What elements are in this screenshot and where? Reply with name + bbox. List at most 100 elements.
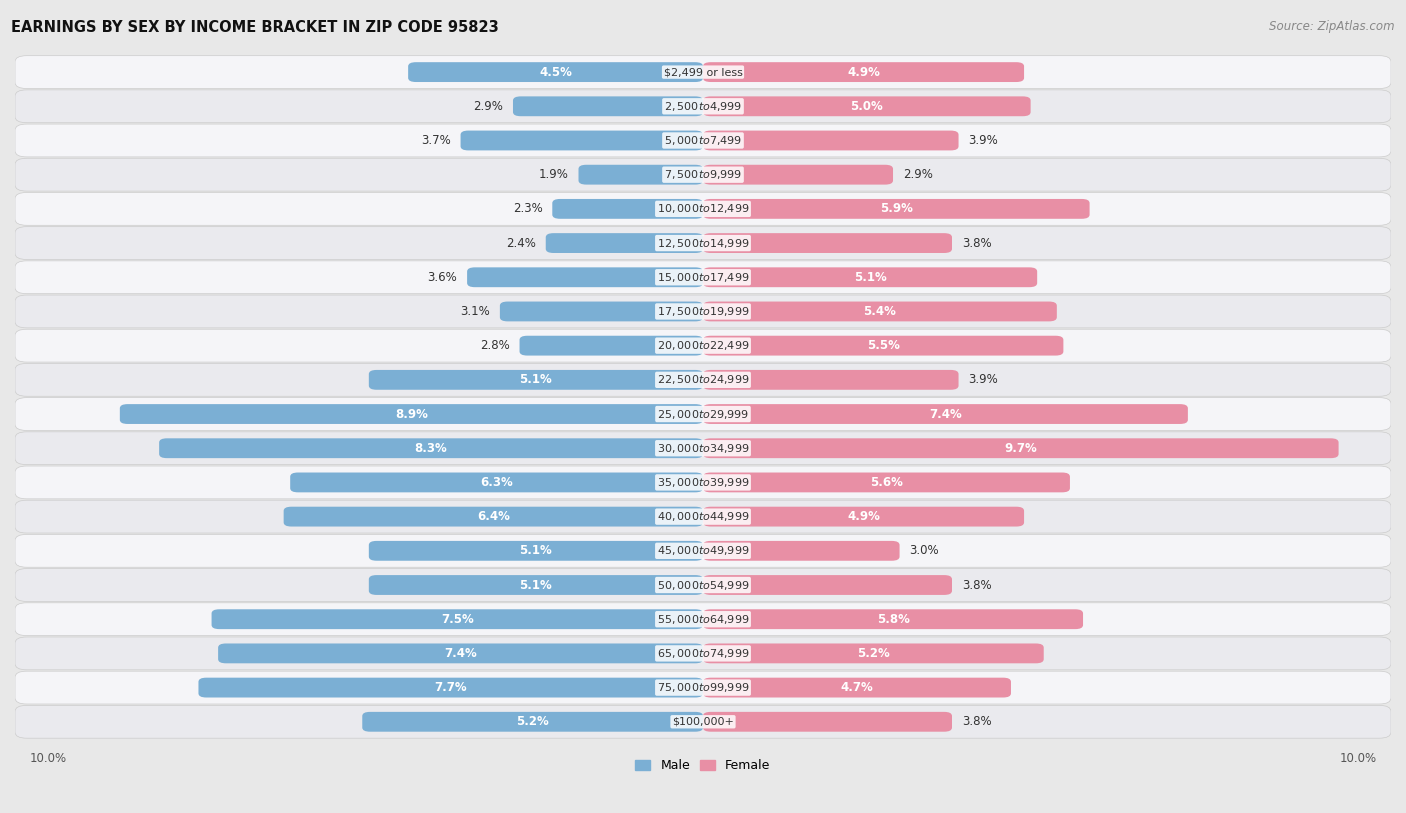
FancyBboxPatch shape [703,404,1188,424]
Text: 4.5%: 4.5% [538,66,572,79]
FancyBboxPatch shape [368,370,703,389]
FancyBboxPatch shape [703,131,959,150]
Text: $2,500 to $4,999: $2,500 to $4,999 [664,100,742,113]
FancyBboxPatch shape [368,541,703,561]
Text: 2.8%: 2.8% [479,339,510,352]
Text: 5.0%: 5.0% [851,100,883,113]
Text: 3.7%: 3.7% [420,134,451,147]
Text: $30,000 to $34,999: $30,000 to $34,999 [657,441,749,454]
FancyBboxPatch shape [520,336,703,355]
Text: 2.3%: 2.3% [513,202,543,215]
Text: 3.6%: 3.6% [427,271,457,284]
Text: 5.5%: 5.5% [866,339,900,352]
Text: $12,500 to $14,999: $12,500 to $14,999 [657,237,749,250]
Text: $20,000 to $22,499: $20,000 to $22,499 [657,339,749,352]
Text: 8.3%: 8.3% [415,441,447,454]
FancyBboxPatch shape [159,438,703,459]
Text: Source: ZipAtlas.com: Source: ZipAtlas.com [1270,20,1395,33]
Text: 5.1%: 5.1% [853,271,886,284]
Text: 3.9%: 3.9% [969,134,998,147]
Text: $55,000 to $64,999: $55,000 to $64,999 [657,613,749,626]
Text: $15,000 to $17,499: $15,000 to $17,499 [657,271,749,284]
Text: 3.8%: 3.8% [962,237,991,250]
Text: 4.9%: 4.9% [846,66,880,79]
FancyBboxPatch shape [15,432,1391,465]
FancyBboxPatch shape [501,302,703,321]
FancyBboxPatch shape [15,534,1391,567]
FancyBboxPatch shape [218,643,703,663]
FancyBboxPatch shape [703,97,1031,116]
Text: 8.9%: 8.9% [395,407,427,420]
Text: EARNINGS BY SEX BY INCOME BRACKET IN ZIP CODE 95823: EARNINGS BY SEX BY INCOME BRACKET IN ZIP… [11,20,499,35]
FancyBboxPatch shape [553,199,703,219]
FancyBboxPatch shape [578,165,703,185]
FancyBboxPatch shape [15,159,1391,191]
Text: 5.1%: 5.1% [520,545,553,558]
FancyBboxPatch shape [703,438,1339,459]
Text: $65,000 to $74,999: $65,000 to $74,999 [657,647,749,660]
Text: $2,499 or less: $2,499 or less [664,67,742,77]
Text: 2.9%: 2.9% [474,100,503,113]
FancyBboxPatch shape [15,261,1391,293]
Text: 4.7%: 4.7% [841,681,873,694]
FancyBboxPatch shape [703,609,1083,629]
FancyBboxPatch shape [284,506,703,527]
Text: $35,000 to $39,999: $35,000 to $39,999 [657,476,749,489]
Text: 5.2%: 5.2% [516,715,548,728]
FancyBboxPatch shape [15,295,1391,328]
Text: 5.4%: 5.4% [863,305,897,318]
FancyBboxPatch shape [703,62,1024,82]
FancyBboxPatch shape [703,678,1011,698]
Legend: Male, Female: Male, Female [630,754,776,777]
Text: $10,000 to $12,499: $10,000 to $12,499 [657,202,749,215]
FancyBboxPatch shape [408,62,703,82]
FancyBboxPatch shape [15,90,1391,123]
Text: 5.9%: 5.9% [880,202,912,215]
Text: 3.8%: 3.8% [962,579,991,592]
Text: 2.9%: 2.9% [903,168,932,181]
Text: 7.5%: 7.5% [441,613,474,626]
FancyBboxPatch shape [15,193,1391,225]
FancyBboxPatch shape [513,97,703,116]
FancyBboxPatch shape [703,267,1038,287]
FancyBboxPatch shape [703,541,900,561]
Text: 7.7%: 7.7% [434,681,467,694]
Text: 5.1%: 5.1% [520,579,553,592]
Text: $22,500 to $24,999: $22,500 to $24,999 [657,373,749,386]
Text: 2.4%: 2.4% [506,237,536,250]
Text: 6.4%: 6.4% [477,510,510,523]
FancyBboxPatch shape [198,678,703,698]
FancyBboxPatch shape [703,575,952,595]
Text: 6.3%: 6.3% [481,476,513,489]
Text: $75,000 to $99,999: $75,000 to $99,999 [657,681,749,694]
FancyBboxPatch shape [15,329,1391,362]
Text: 7.4%: 7.4% [929,407,962,420]
FancyBboxPatch shape [15,227,1391,259]
FancyBboxPatch shape [15,124,1391,157]
FancyBboxPatch shape [368,575,703,595]
FancyBboxPatch shape [703,472,1070,493]
FancyBboxPatch shape [703,506,1024,527]
Text: $25,000 to $29,999: $25,000 to $29,999 [657,407,749,420]
FancyBboxPatch shape [15,568,1391,602]
Text: $7,500 to $9,999: $7,500 to $9,999 [664,168,742,181]
Text: $45,000 to $49,999: $45,000 to $49,999 [657,545,749,558]
FancyBboxPatch shape [15,602,1391,636]
FancyBboxPatch shape [15,55,1391,89]
FancyBboxPatch shape [467,267,703,287]
FancyBboxPatch shape [290,472,703,493]
FancyBboxPatch shape [703,712,952,732]
Text: $17,500 to $19,999: $17,500 to $19,999 [657,305,749,318]
FancyBboxPatch shape [461,131,703,150]
FancyBboxPatch shape [703,302,1057,321]
Text: $50,000 to $54,999: $50,000 to $54,999 [657,579,749,592]
FancyBboxPatch shape [546,233,703,253]
FancyBboxPatch shape [120,404,703,424]
FancyBboxPatch shape [15,672,1391,704]
Text: $100,000+: $100,000+ [672,717,734,727]
FancyBboxPatch shape [703,643,1043,663]
Text: 5.2%: 5.2% [858,647,890,660]
FancyBboxPatch shape [211,609,703,629]
FancyBboxPatch shape [363,712,703,732]
Text: 3.8%: 3.8% [962,715,991,728]
